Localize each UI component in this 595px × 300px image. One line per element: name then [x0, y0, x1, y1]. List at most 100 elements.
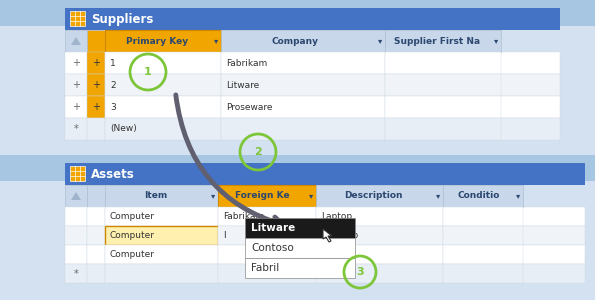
Text: ▾: ▾ — [211, 191, 215, 200]
Bar — [443, 264, 522, 283]
Bar — [105, 207, 218, 226]
Bar — [65, 207, 87, 226]
Text: Desktop: Desktop — [321, 231, 358, 240]
Text: ▾: ▾ — [309, 191, 314, 200]
Bar — [65, 74, 560, 96]
Text: Fabrikam: Fabrikam — [223, 212, 264, 221]
Text: +: + — [92, 58, 100, 68]
Bar — [105, 96, 221, 118]
Bar — [65, 264, 87, 283]
Text: 1: 1 — [144, 67, 152, 77]
Text: Company: Company — [271, 37, 318, 46]
Text: (New): (New) — [110, 124, 137, 134]
Text: Item: Item — [144, 191, 167, 200]
Polygon shape — [323, 229, 332, 242]
Bar — [87, 264, 105, 283]
Text: ▾: ▾ — [494, 37, 498, 46]
Text: Suppliers: Suppliers — [91, 13, 154, 26]
Text: 2: 2 — [254, 147, 262, 157]
Text: Computer: Computer — [110, 231, 155, 240]
Bar — [70, 166, 85, 181]
Bar — [87, 226, 105, 245]
Bar — [218, 226, 316, 245]
Bar — [245, 258, 355, 278]
Bar — [316, 245, 443, 264]
Text: Computer: Computer — [110, 212, 155, 221]
Bar — [316, 207, 443, 226]
Bar — [443, 185, 522, 207]
Bar — [316, 264, 443, 283]
Bar — [65, 264, 585, 283]
Bar — [221, 96, 385, 118]
Bar — [221, 74, 385, 96]
Bar — [65, 96, 87, 118]
Bar — [87, 52, 105, 74]
Text: ▾: ▾ — [214, 37, 218, 46]
Text: ver: ver — [321, 250, 336, 259]
Bar — [105, 245, 218, 264]
Text: +: + — [92, 80, 100, 90]
Bar — [105, 52, 221, 74]
Text: *: * — [74, 268, 79, 278]
Text: Foreign Ke: Foreign Ke — [235, 191, 289, 200]
Bar — [221, 30, 385, 52]
Text: Supplier First Na: Supplier First Na — [394, 37, 480, 46]
Text: +: + — [72, 102, 80, 112]
Bar — [443, 245, 522, 264]
Bar — [316, 226, 443, 245]
Text: 3: 3 — [356, 267, 364, 277]
Bar — [65, 96, 560, 118]
Bar — [443, 207, 522, 226]
Text: 2: 2 — [110, 80, 115, 89]
Bar — [65, 185, 87, 207]
Bar — [65, 207, 585, 226]
Text: Contoso: Contoso — [251, 243, 294, 253]
Text: Litware: Litware — [226, 80, 259, 89]
Text: +: + — [72, 80, 80, 90]
Text: Fabril: Fabril — [251, 263, 279, 273]
Text: Primary Key: Primary Key — [126, 37, 188, 46]
Bar — [105, 264, 218, 283]
Bar — [105, 118, 221, 140]
Bar — [65, 74, 87, 96]
Text: ▾: ▾ — [515, 191, 519, 200]
Text: 1: 1 — [110, 58, 116, 68]
Bar — [65, 118, 87, 140]
Bar — [218, 207, 316, 226]
Bar — [0, 0, 595, 26]
Text: Proseware: Proseware — [226, 103, 273, 112]
Text: 3: 3 — [110, 103, 116, 112]
Bar — [70, 11, 85, 26]
Bar — [105, 226, 218, 245]
Polygon shape — [71, 192, 81, 200]
Bar — [87, 30, 105, 52]
Bar — [105, 30, 221, 52]
Bar — [245, 218, 355, 238]
Bar — [65, 245, 87, 264]
Bar — [218, 185, 316, 207]
Bar — [0, 155, 595, 181]
Bar — [65, 52, 560, 74]
Bar — [245, 238, 355, 258]
Text: Assets: Assets — [91, 167, 134, 181]
Text: l: l — [223, 231, 226, 240]
Text: Description: Description — [344, 191, 403, 200]
Bar — [221, 52, 385, 74]
Bar — [385, 118, 501, 140]
Bar — [221, 118, 385, 140]
Bar — [65, 245, 585, 264]
Bar — [218, 264, 316, 283]
Bar — [65, 118, 560, 140]
Bar — [87, 74, 105, 96]
Text: +: + — [92, 102, 100, 112]
Bar — [65, 30, 87, 52]
Text: *: * — [74, 124, 79, 134]
Bar — [443, 226, 522, 245]
Bar — [65, 226, 87, 245]
Text: Litware: Litware — [251, 223, 295, 233]
Bar — [218, 245, 316, 264]
Bar — [87, 207, 105, 226]
Polygon shape — [71, 37, 81, 45]
Bar — [65, 163, 585, 185]
Text: ▾: ▾ — [436, 191, 440, 200]
